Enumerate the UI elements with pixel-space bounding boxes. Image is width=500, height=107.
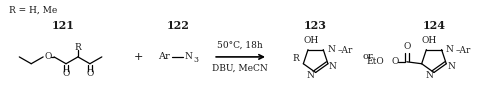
Text: Ar: Ar — [158, 52, 170, 61]
Text: N: N — [425, 71, 433, 80]
Text: 121: 121 — [52, 20, 74, 31]
Text: or: or — [362, 52, 372, 61]
Text: –Ar: –Ar — [337, 46, 352, 55]
Text: N: N — [329, 62, 337, 71]
Text: +: + — [134, 52, 143, 62]
Text: EtO: EtO — [366, 57, 384, 66]
Text: 123: 123 — [304, 20, 327, 31]
Text: R: R — [74, 43, 82, 52]
Text: 122: 122 — [167, 20, 190, 31]
Text: R = H, Me: R = H, Me — [10, 6, 58, 15]
Text: DBU, MeCN: DBU, MeCN — [212, 64, 268, 73]
Text: N: N — [306, 71, 314, 80]
Text: O: O — [44, 52, 52, 61]
Text: –Ar: –Ar — [456, 46, 471, 55]
Text: 3: 3 — [194, 56, 199, 64]
Text: 124: 124 — [422, 20, 446, 31]
Text: N: N — [448, 62, 455, 71]
Text: N: N — [184, 52, 192, 61]
Text: OH: OH — [422, 36, 437, 45]
Text: N: N — [327, 45, 335, 54]
Text: OH: OH — [304, 36, 318, 45]
Text: R: R — [292, 54, 299, 63]
Text: O: O — [391, 57, 398, 66]
Text: N: N — [446, 45, 454, 54]
Text: O: O — [86, 69, 94, 78]
Text: O: O — [62, 69, 70, 78]
Text: O: O — [403, 42, 410, 51]
Text: 50°C, 18h: 50°C, 18h — [217, 41, 263, 50]
